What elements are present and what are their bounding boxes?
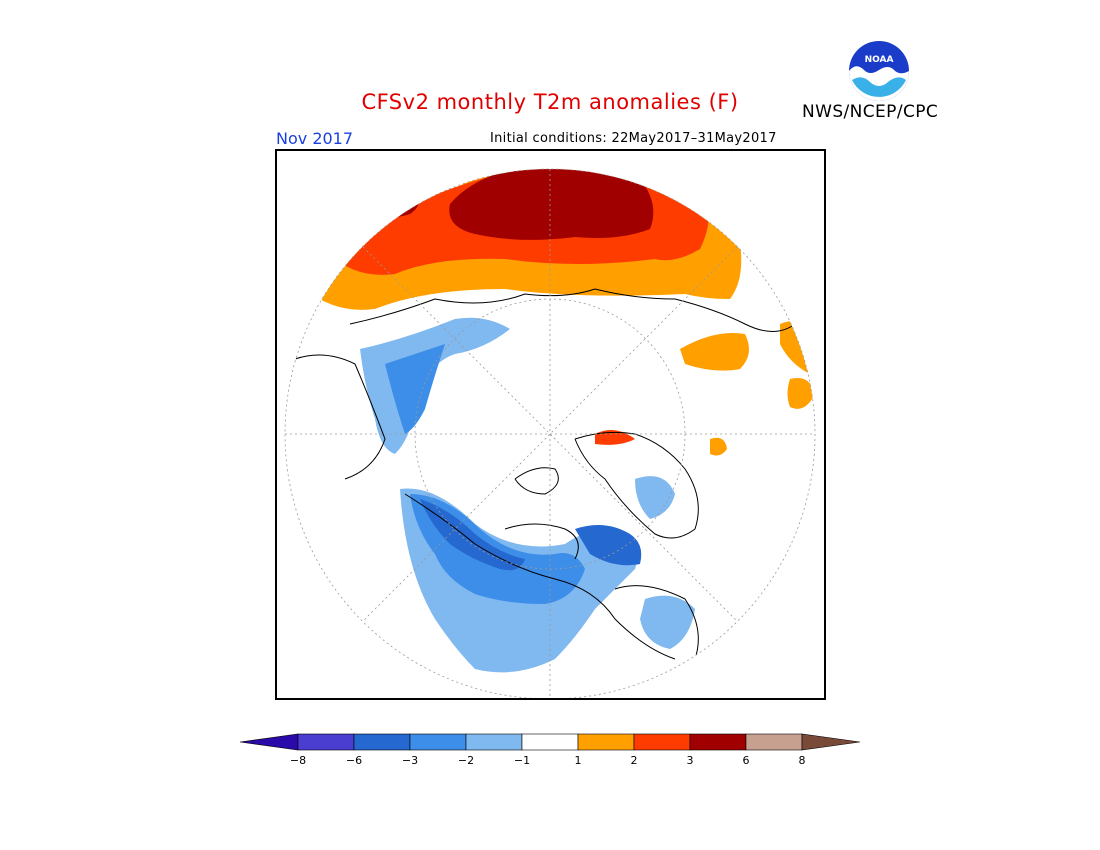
colorbar-tick-label: 8: [799, 754, 806, 767]
colorbar-swatch: [521, 733, 579, 751]
anomaly-region-cool-greenland: [635, 476, 675, 519]
colorbar-swatch: [465, 733, 523, 751]
anomaly-region-cool-na-3: [420, 499, 525, 571]
colorbar-swatch: [409, 733, 467, 751]
colorbar-swatch: [297, 733, 355, 751]
anomaly-region-warm-small: [710, 437, 727, 456]
agency-label: NWS/NCEP/CPC: [802, 102, 939, 122]
colorbar-swatch: [577, 733, 635, 751]
noaa-logo: NOAA: [849, 41, 909, 101]
colorbar-tick-label: 3: [687, 754, 694, 767]
colorbar-tick-label: −3: [402, 754, 418, 767]
colorbar-tick-label: −6: [346, 754, 362, 767]
anomaly-region-cool-canada: [575, 525, 642, 566]
colorbar-arrow-low: [239, 733, 299, 751]
anomaly-region-warm-alaska: [680, 333, 749, 371]
anomaly-region-cool-europe: [360, 317, 510, 454]
colorbar-swatch: [353, 733, 411, 751]
colorbar-tick-label: −2: [458, 754, 474, 767]
colorbar-swatches: [239, 733, 861, 751]
forecast-month: Nov 2017: [276, 129, 354, 148]
colorbar-ticks: −8 −6 −3 −2 −1 1 2 3 6 8: [290, 754, 806, 767]
colorbar-swatch: [689, 733, 747, 751]
anomaly-region-cool-hudson: [640, 595, 695, 649]
colorbar-tick-label: −8: [290, 754, 306, 767]
colorbar-arrow-high: [801, 733, 861, 751]
colorbar-tick-label: −1: [514, 754, 530, 767]
colorbar-swatch: [633, 733, 691, 751]
colorbar: −8 −6 −3 −2 −1 1 2 3 6 8: [239, 733, 861, 767]
noaa-logo-text: NOAA: [865, 55, 894, 65]
anomaly-region-warm-ne: [787, 378, 815, 409]
colorbar-tick-label: 2: [631, 754, 638, 767]
polar-anomaly-map: [275, 149, 826, 700]
anomaly-region-warm-3f: [449, 169, 654, 240]
initial-conditions-label: Initial conditions: 22May2017–31May2017: [490, 131, 777, 146]
colorbar-tick-label: 1: [575, 754, 582, 767]
colorbar-swatch: [745, 733, 803, 751]
map-title: CFSv2 monthly T2m anomalies (F): [361, 90, 739, 114]
map-frame: [275, 149, 826, 700]
coastlines: [294, 288, 796, 660]
colorbar-tick-label: 6: [743, 754, 750, 767]
anomaly-region-cool-europe-2: [385, 344, 445, 434]
